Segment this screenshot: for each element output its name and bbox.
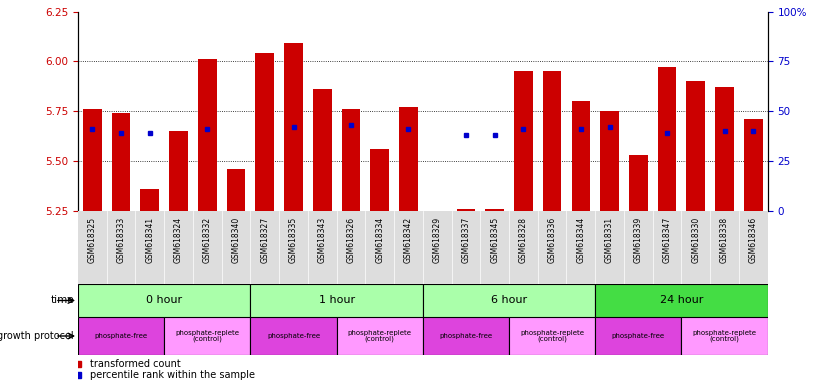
- Bar: [112, 113, 131, 211]
- Bar: [250, 284, 423, 317]
- Bar: [198, 60, 217, 211]
- Text: GSM618335: GSM618335: [289, 217, 298, 263]
- Bar: [509, 317, 595, 355]
- Text: phosphate-free: phosphate-free: [267, 333, 320, 339]
- Text: phosphate-replete
(control): phosphate-replete (control): [693, 329, 756, 343]
- Bar: [514, 71, 533, 211]
- Bar: [370, 149, 389, 211]
- Text: GSM618345: GSM618345: [490, 217, 499, 263]
- Bar: [313, 89, 332, 211]
- Text: time: time: [50, 295, 74, 306]
- Bar: [250, 317, 337, 355]
- Text: transformed count: transformed count: [90, 359, 181, 369]
- Text: 0 hour: 0 hour: [146, 295, 182, 306]
- Bar: [595, 317, 681, 355]
- Text: 24 hour: 24 hour: [660, 295, 703, 306]
- Bar: [595, 284, 768, 317]
- Bar: [571, 101, 590, 211]
- Bar: [78, 284, 250, 317]
- Text: GSM618324: GSM618324: [174, 217, 183, 263]
- Text: GSM618344: GSM618344: [576, 217, 585, 263]
- Bar: [744, 119, 763, 211]
- Bar: [255, 53, 274, 211]
- Bar: [337, 317, 423, 355]
- Bar: [600, 111, 619, 211]
- Text: GSM618334: GSM618334: [375, 217, 384, 263]
- Text: phosphate-free: phosphate-free: [439, 333, 493, 339]
- Bar: [140, 189, 159, 211]
- Text: GSM618341: GSM618341: [145, 217, 154, 263]
- Text: GSM618339: GSM618339: [634, 217, 643, 263]
- Text: GSM618337: GSM618337: [461, 217, 470, 263]
- Text: 6 hour: 6 hour: [491, 295, 527, 306]
- Bar: [681, 317, 768, 355]
- Text: GSM618347: GSM618347: [663, 217, 672, 263]
- Text: GSM618326: GSM618326: [346, 217, 355, 263]
- Bar: [543, 71, 562, 211]
- Text: GSM618343: GSM618343: [318, 217, 327, 263]
- Bar: [342, 109, 360, 211]
- Text: GSM618331: GSM618331: [605, 217, 614, 263]
- Text: GSM618338: GSM618338: [720, 217, 729, 263]
- Text: GSM618333: GSM618333: [117, 217, 126, 263]
- Bar: [227, 169, 245, 211]
- Bar: [715, 88, 734, 211]
- Text: GSM618340: GSM618340: [232, 217, 241, 263]
- Text: growth protocol: growth protocol: [0, 331, 74, 341]
- Bar: [284, 43, 303, 211]
- Text: GSM618327: GSM618327: [260, 217, 269, 263]
- Bar: [423, 284, 595, 317]
- Bar: [456, 209, 475, 211]
- Bar: [399, 108, 418, 211]
- Bar: [78, 317, 164, 355]
- Text: percentile rank within the sample: percentile rank within the sample: [90, 370, 255, 380]
- Text: GSM618330: GSM618330: [691, 217, 700, 263]
- Bar: [169, 131, 188, 211]
- Text: GSM618325: GSM618325: [88, 217, 97, 263]
- Bar: [629, 155, 648, 211]
- Text: phosphate-replete
(control): phosphate-replete (control): [176, 329, 239, 343]
- Text: GSM618342: GSM618342: [404, 217, 413, 263]
- Bar: [83, 109, 102, 211]
- Text: phosphate-replete
(control): phosphate-replete (control): [521, 329, 584, 343]
- Text: phosphate-replete
(control): phosphate-replete (control): [348, 329, 411, 343]
- Text: GSM618332: GSM618332: [203, 217, 212, 263]
- Bar: [485, 209, 504, 211]
- Bar: [686, 81, 705, 211]
- Text: GSM618328: GSM618328: [519, 217, 528, 263]
- Bar: [164, 317, 250, 355]
- Bar: [658, 68, 677, 211]
- Bar: [423, 317, 509, 355]
- Text: GSM618329: GSM618329: [433, 217, 442, 263]
- Text: GSM618336: GSM618336: [548, 217, 557, 263]
- Text: phosphate-free: phosphate-free: [94, 333, 148, 339]
- Text: GSM618346: GSM618346: [749, 217, 758, 263]
- Text: phosphate-free: phosphate-free: [612, 333, 665, 339]
- Text: 1 hour: 1 hour: [319, 295, 355, 306]
